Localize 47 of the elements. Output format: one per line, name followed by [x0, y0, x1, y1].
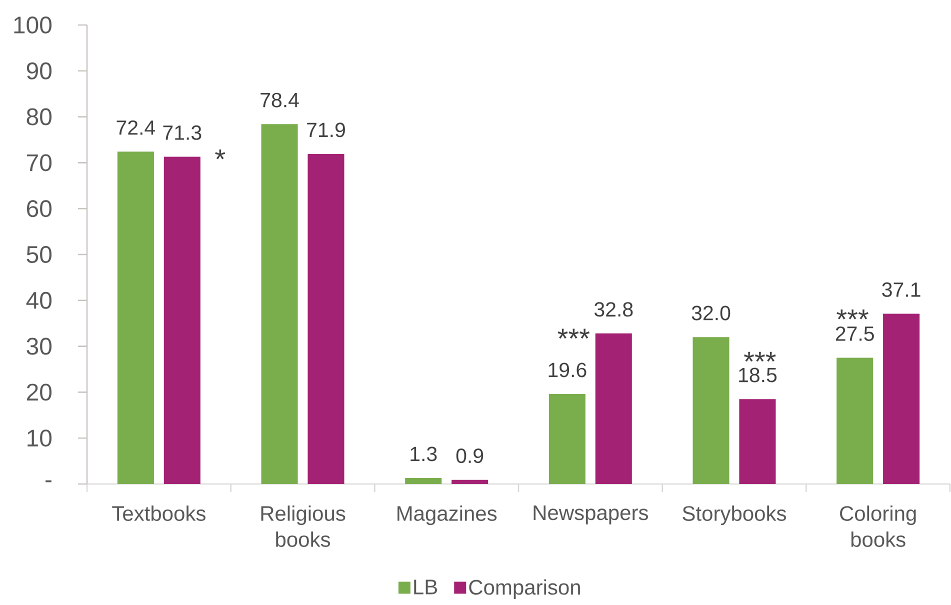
bar: [117, 152, 154, 484]
data-label: 32.0: [692, 306, 730, 320]
y-tick-label: 30: [26, 338, 52, 355]
bar: [548, 394, 586, 484]
x-tick-label: Textbooks: [112, 506, 206, 521]
bar: [692, 337, 730, 484]
x-tick-label: Magazines: [398, 506, 497, 526]
annotation: ***: [836, 310, 868, 320]
y-tick-label: 60: [27, 200, 52, 218]
x-tick-label: Newspapers: [534, 506, 648, 524]
annotation: ***: [744, 352, 776, 362]
bar: [405, 478, 442, 484]
bar: [452, 480, 488, 484]
x-tick-label: Coloring books: [840, 506, 916, 547]
data-label: 32.8: [594, 302, 633, 317]
y-tick-label: 50: [26, 246, 52, 263]
annotation: *: [215, 149, 226, 160]
y-tick-label: -: [46, 480, 52, 482]
bar: [164, 156, 200, 484]
legend-label: Comparison: [469, 579, 580, 599]
x-tick-label: Storybooks: [682, 506, 786, 526]
y-tick-label: 10: [28, 430, 52, 447]
x-tick-label: Religious books: [261, 506, 346, 547]
data-label: 18.5: [739, 368, 777, 382]
y-tick-label: 40: [26, 292, 52, 309]
y-tick-label: 70: [27, 154, 52, 172]
data-label: 72.4: [116, 120, 156, 135]
data-label: 71.3: [163, 125, 202, 140]
data-label: 0.9: [456, 448, 484, 464]
bar: [595, 333, 632, 484]
data-label: 37.1: [882, 282, 920, 297]
data-label: 71.9: [307, 122, 345, 138]
bar: [308, 154, 344, 484]
annotation: ***: [558, 328, 590, 339]
data-label: 78.4: [260, 92, 299, 108]
data-label: 27.5: [836, 326, 874, 341]
bar: [261, 124, 298, 484]
data-label: 1.3: [410, 446, 437, 462]
legend-label: LB: [414, 580, 438, 594]
y-tick-label: 90: [26, 62, 52, 80]
bar: [836, 358, 874, 484]
data-label: 19.6: [548, 362, 586, 378]
y-tick-label: 80: [26, 108, 52, 126]
y-tick-label: 100: [14, 16, 52, 34]
bar: [883, 314, 920, 484]
y-tick-label: 20: [26, 384, 52, 401]
bar: [739, 399, 776, 484]
